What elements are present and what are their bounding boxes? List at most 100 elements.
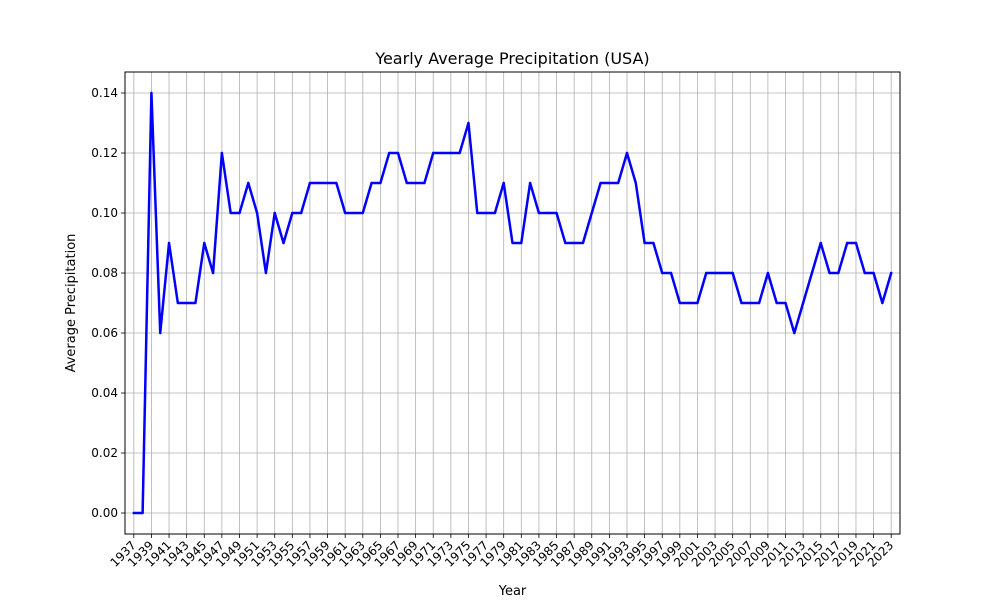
data-point [335,181,338,185]
data-point [634,181,637,185]
data-point [282,241,285,245]
x-axis-ticks: 1937193919411943194519471949195119531955… [107,534,896,570]
data-point [590,211,593,215]
grid-lines [125,72,900,534]
data-point [625,151,629,155]
data-point [238,211,241,215]
data-point [528,181,532,185]
data-point [255,211,259,215]
data-point [705,271,708,275]
data-point [440,151,444,155]
data-point [828,271,831,275]
data-point [449,151,453,155]
data-point [678,301,682,305]
data-point [159,331,162,335]
data-point [722,271,726,275]
data-point [854,241,858,245]
data-point [352,211,356,215]
data-point [502,181,505,185]
data-point [185,301,188,305]
y-tick-label: 0.04 [91,386,118,400]
y-tick-label: 0.10 [91,206,118,220]
data-point [299,211,303,215]
data-point [643,241,646,245]
plot-area [125,72,900,534]
y-tick-label: 0.08 [91,266,118,280]
data-point [432,151,435,155]
data-point [141,511,144,515]
y-tick-label: 0.14 [91,86,118,100]
data-point [405,181,409,185]
data-point [757,301,761,305]
x-axis-label: Year [498,584,527,599]
data-point [247,181,250,185]
data-point [845,241,849,245]
data-point [343,211,347,215]
data-point [837,271,840,275]
data-point [775,301,778,305]
data-point [652,241,655,245]
data-point [291,211,294,215]
data-point [863,271,866,275]
data-point [793,331,796,335]
y-axis-ticks: 0.00 0.02 0.04 0.06 0.08 0.10 0.12 0.14 [91,86,125,520]
data-point [881,301,884,305]
data-point [264,271,268,275]
data-point [370,181,373,185]
data-point [599,181,602,185]
data-point [669,271,673,275]
data-point [616,181,620,185]
data-point [414,181,417,185]
data-point [361,211,364,215]
data-point [581,241,585,245]
data-point [211,271,215,275]
y-axis-label: Average Precipitation [64,234,79,373]
data-point [713,271,717,275]
data-point [484,211,488,215]
data-point [396,151,400,155]
data-point [546,211,549,215]
data-point [194,301,197,305]
data-point [564,241,567,245]
y-tick-label: 0.12 [91,146,118,160]
data-point [379,181,382,185]
data-point [784,301,787,305]
data-point [423,181,426,185]
data-point [661,271,664,275]
plot-frame [124,71,901,535]
data-point [229,211,232,215]
data-point [740,301,743,305]
data-point [273,211,276,215]
data-point [801,301,805,305]
data-point [326,181,329,185]
data-point [520,241,523,245]
data-point [572,241,576,245]
data-point [167,241,171,245]
data-point [308,181,312,185]
data-point [203,241,206,245]
y-tick-label: 0.02 [91,446,118,460]
data-point [476,211,479,215]
data-point [872,271,875,275]
data-point [889,271,893,275]
data-point [608,181,611,185]
data-point [467,121,470,125]
data-point [220,151,224,155]
data-point [766,271,770,275]
data-point [458,151,461,155]
chart-title: Yearly Average Precipitation (USA) [374,49,649,68]
data-point [687,301,690,305]
data-point [819,241,822,245]
data-point [810,271,814,275]
series-layer [132,91,893,515]
y-tick-label: 0.00 [91,506,118,520]
data-point [150,91,153,95]
data-point [511,241,514,245]
data-point [176,301,180,305]
data-point [731,271,734,275]
data-point [132,511,136,515]
data-point [388,151,391,155]
data-point [749,301,752,305]
